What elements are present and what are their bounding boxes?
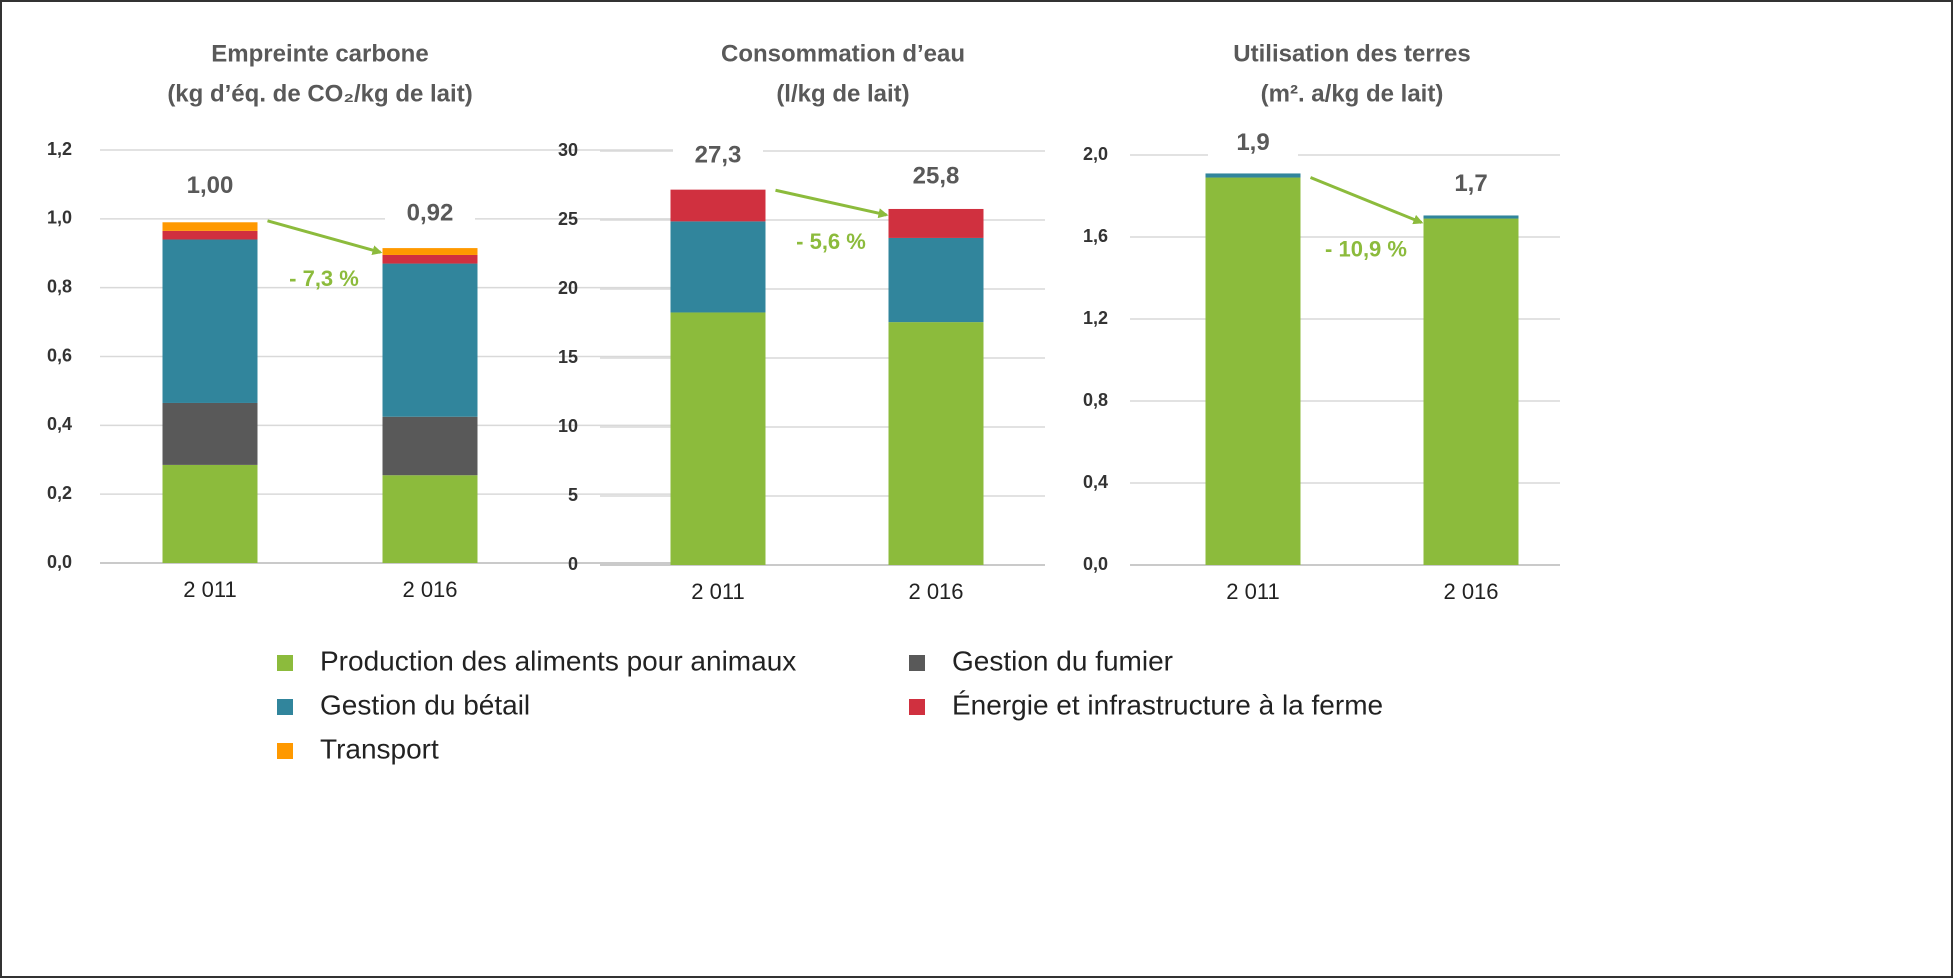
chart-subtitle: (m². a/kg de lait) [1261,80,1444,107]
y-tick-label: 1,2 [47,139,72,159]
y-tick-label: 10 [558,416,578,436]
y-tick-label: 0,4 [47,414,72,434]
change-arrow [1309,176,1424,225]
bar-segment [162,464,258,563]
y-tick-label: 0,8 [1083,390,1108,410]
chart-subtitle: (kg d’éq. de CO₂/kg de lait) [167,80,472,107]
change-label: - 10,9 % [1325,236,1407,261]
bar-segment [382,248,478,255]
y-tick-label: 2,0 [1083,144,1108,164]
total-label-bg [673,140,763,173]
total-label-bg [891,160,981,193]
legend-label: Transport [320,733,439,764]
y-tick-label: 0 [568,554,578,574]
total-label: 1,7 [1454,170,1487,197]
y-tick-label: 0,0 [1083,554,1108,574]
y-tick-label: 30 [558,140,578,160]
bar-segment [1205,177,1301,566]
y-tick-label: 25 [558,209,578,229]
bar-segment [162,239,258,403]
y-tick-label: 20 [558,278,578,298]
bar-segment [162,230,258,240]
legend-swatch [277,743,293,759]
bar-segment [670,312,766,565]
bar-segment [670,221,766,313]
bar-segment [382,416,478,476]
x-tick-label: 2 016 [908,579,963,604]
bar-segment [888,322,984,565]
y-tick-label: 15 [558,347,578,367]
legend-label: Production des aliments pour animaux [320,645,796,676]
bar-segment [162,222,258,231]
total-label: 0,92 [407,200,454,227]
y-tick-label: 1,2 [1083,308,1108,328]
bar-segment [670,189,766,222]
chart-subtitle: (l/kg de lait) [776,80,909,107]
x-tick-label: 2 016 [1443,579,1498,604]
legend-swatch [277,655,293,671]
y-tick-label: 0,8 [47,276,72,296]
change-arrow [775,188,889,219]
y-tick-label: 0,0 [47,552,72,572]
legend-swatch [909,699,925,715]
total-label-bg [385,198,475,231]
bar-segment [1205,173,1301,178]
total-label: 1,00 [187,172,234,199]
bar-segment [888,237,984,323]
y-tick-label: 1,6 [1083,226,1108,246]
y-tick-label: 5 [568,485,578,505]
bar-segment [382,254,478,264]
y-tick-label: 0,6 [47,345,72,365]
total-label: 1,9 [1236,129,1269,156]
x-tick-label: 2 011 [691,579,744,604]
bar-segment [162,402,258,465]
y-tick-label: 1,0 [47,208,72,228]
bar-segment [382,475,478,563]
total-label-bg [165,170,255,203]
chart-title: Consommation d’eau [721,40,965,67]
total-label-bg [1208,127,1298,160]
total-label: 25,8 [913,162,960,189]
chart-title: Utilisation des terres [1233,40,1470,67]
legend-swatch [909,655,925,671]
bar-segment [1423,218,1519,566]
y-tick-label: 0,4 [1083,472,1108,492]
total-label: 27,3 [695,142,742,169]
legend-label: Gestion du fumier [952,645,1173,676]
x-tick-label: 2 011 [183,577,236,602]
total-label-bg [1426,168,1516,201]
change-label: - 7,3 % [289,266,359,291]
legend-label: Énergie et infrastructure à la ferme [952,689,1383,720]
x-tick-label: 2 016 [402,577,457,602]
x-tick-label: 2 011 [1226,579,1279,604]
bar-segment [1423,215,1519,219]
change-arrow [267,219,383,256]
bar-segment [888,208,984,238]
legend-label: Gestion du bétail [320,689,530,720]
bar-segment [382,263,478,417]
chart-title: Empreinte carbone [211,40,428,67]
change-label: - 5,6 % [796,229,866,254]
y-tick-label: 0,2 [47,483,72,503]
legend-swatch [277,699,293,715]
